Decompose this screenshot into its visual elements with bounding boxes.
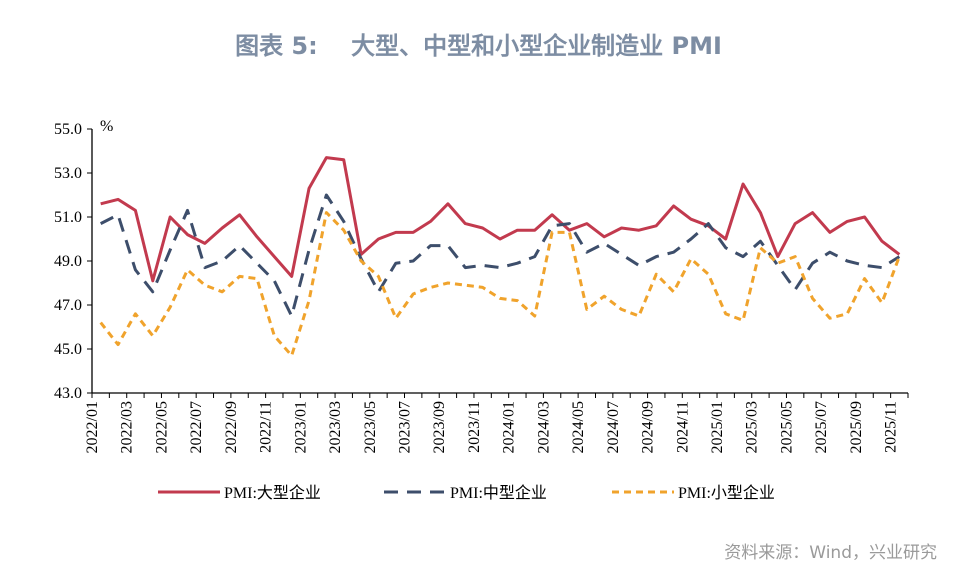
series-line-2 [100, 193, 901, 318]
legend-label-3: PMI:小型企业 [678, 484, 775, 502]
x-tick-label: 2022/11 [258, 401, 275, 453]
legend-label-1: PMI:大型企业 [224, 484, 321, 502]
x-tick-label: 2023/07 [397, 401, 414, 453]
series-line-3 [99, 211, 901, 358]
y-axis-unit-label: % [100, 118, 113, 135]
x-tick-label: 2023/11 [466, 401, 483, 453]
x-tick-label: 2025/09 [848, 401, 865, 453]
x-tick-label: 2024/11 [674, 401, 691, 453]
x-tick-label: 2022/01 [84, 401, 101, 453]
x-tick-label: 2024/07 [605, 401, 622, 453]
y-tick-label: 47.0 [54, 297, 82, 314]
y-tick-label: 43.0 [54, 385, 82, 402]
legend-label-2: PMI:中型企业 [450, 484, 547, 502]
y-tick-label: 45.0 [54, 341, 82, 358]
x-tick-label: 2024/03 [535, 401, 552, 453]
x-tick-label: 2024/01 [501, 401, 518, 453]
x-tick-label: 2022/07 [188, 401, 205, 453]
x-tick-label: 2022/09 [223, 401, 240, 453]
x-tick-label: 2023/03 [327, 401, 344, 453]
x-tick-label: 2023/01 [292, 401, 309, 453]
y-tick-label: 55.0 [54, 121, 82, 138]
y-tick-label: 53.0 [54, 165, 82, 182]
x-tick-label: 2025/01 [709, 401, 726, 453]
y-tick-label: 51.0 [54, 209, 82, 226]
x-tick-label: 2025/11 [883, 401, 900, 453]
x-tick-label: 2023/09 [431, 401, 448, 453]
x-tick-label: 2024/05 [570, 401, 587, 453]
x-tick-label: 2025/07 [813, 401, 830, 453]
x-tick-label: 2024/09 [640, 401, 657, 453]
x-tick-label: 2025/03 [744, 401, 761, 453]
source-note: 资料来源：Wind，兴业研究 [724, 543, 937, 563]
x-tick-label: 2023/05 [362, 401, 379, 453]
x-tick-label: 2022/05 [153, 401, 170, 453]
y-tick-label: 49.0 [54, 253, 82, 270]
x-tick-label: 2025/05 [778, 401, 795, 453]
chart-title: 图表 5: 大型、中型和小型企业制造业 PMI [235, 32, 722, 60]
x-tick-label: 2022/03 [119, 401, 136, 453]
